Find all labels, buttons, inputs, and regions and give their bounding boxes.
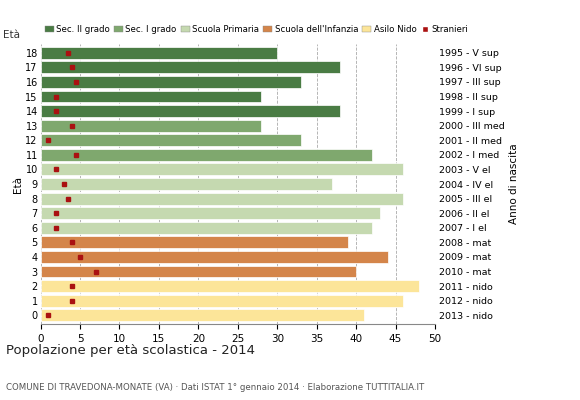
Y-axis label: Anno di nascita: Anno di nascita (509, 144, 519, 224)
Text: Età: Età (3, 30, 20, 40)
Bar (41, 134, 301, 146)
Text: Popolazione per età scolastica - 2014: Popolazione per età scolastica - 2014 (6, 344, 255, 357)
Bar (41, 309, 364, 321)
Bar (41, 295, 404, 307)
Text: COMUNE DI TRAVEDONA-MONATE (VA) · Dati ISTAT 1° gennaio 2014 · Elaborazione TUTT: COMUNE DI TRAVEDONA-MONATE (VA) · Dati I… (6, 383, 424, 392)
Bar (41, 207, 380, 219)
Legend: Sec. II grado, Sec. I grado, Scuola Primaria, Scuola dell'Infanzia, Asilo Nido, : Sec. II grado, Sec. I grado, Scuola Prim… (45, 25, 469, 34)
Bar (41, 193, 404, 204)
Y-axis label: Età: Età (13, 176, 23, 192)
Bar (41, 76, 301, 88)
Bar (41, 178, 332, 190)
Bar (41, 149, 372, 161)
Bar (41, 90, 262, 102)
Bar (41, 280, 419, 292)
Bar (41, 251, 387, 263)
Bar (41, 236, 348, 248)
Bar (41, 266, 356, 278)
Bar (41, 164, 404, 175)
Bar (41, 120, 262, 132)
Bar (41, 222, 372, 234)
Bar (41, 47, 277, 59)
Bar (41, 105, 340, 117)
Bar (41, 61, 340, 73)
